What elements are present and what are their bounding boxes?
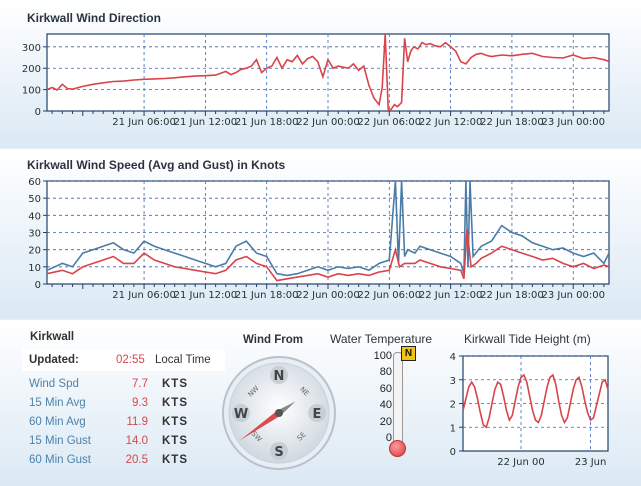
temp-badge: N [401, 346, 416, 361]
compass-e-disc [308, 404, 326, 422]
temp-tick: 40 [379, 399, 392, 411]
dir-x-tick: 21 Jun 12:00 [174, 117, 238, 128]
reading-value: 14.0 [125, 435, 148, 447]
dir-x-tick: 22 Jun 06:00 [358, 117, 422, 128]
tide-y-tick: 3 [450, 376, 456, 387]
spd-y-tick: 60 [28, 177, 41, 188]
reading-unit: KTS [162, 416, 188, 428]
tide-series-line [462, 373, 609, 429]
reading-unit: KTS [162, 435, 188, 447]
dir-x-tick: 23 Jun 00:00 [541, 117, 605, 128]
reading-label: 15 Min Gust [29, 435, 91, 447]
spd-y-tick: 30 [28, 229, 41, 240]
wind-compass: N E S W NW NE SE SW [222, 356, 336, 470]
spd-y-tick: 10 [28, 263, 41, 274]
compass-e: E [313, 407, 322, 422]
wind-direction-panel: Kirkwall Wind Direction 21 Jun 06:00 21 J… [0, 0, 641, 148]
spd-x-tick: 22 Jun 18:00 [480, 290, 544, 301]
current-conditions-panel: Kirkwall Updated: 02:55 Local Time Wind … [0, 320, 641, 486]
compass-s-disc [270, 442, 288, 460]
compass-s: S [274, 445, 283, 460]
temp-tick: 20 [379, 416, 392, 428]
wind-direction-title: Kirkwall Wind Direction [27, 11, 161, 25]
reading-value: 11.9 [126, 416, 148, 428]
dir-x-tick: 22 Jun 18:00 [480, 117, 544, 128]
updated-box: Updated: 02:55 Local Time [22, 349, 225, 371]
spd-x-tick: 23 Jun 00:00 [541, 290, 605, 301]
dir-x-tick: 21 Jun 06:00 [112, 117, 176, 128]
dir-x-tick: 22 Jun 12:00 [419, 117, 483, 128]
tide-y-tick: 2 [450, 400, 456, 411]
updated-time: 02:55 [116, 354, 145, 366]
reading-value: 20.5 [125, 454, 148, 466]
dir-y-tick: 300 [22, 43, 41, 54]
compass-hub [275, 409, 283, 417]
spd-y-tick: 0 [35, 280, 41, 291]
tide-x-tick: 23 Jun [575, 457, 607, 468]
tide-chart: 0 1 2 3 4 22 Jun 00 23 Jun [450, 352, 609, 468]
reading-unit: KTS [162, 378, 188, 390]
tide-y-tick: 1 [450, 423, 456, 434]
reading-label: 60 Min Avg [29, 416, 86, 428]
compass-se: SE [296, 431, 308, 443]
reading-value: 9.3 [132, 397, 148, 409]
station-name: Kirkwall [30, 331, 75, 343]
reading-label: 60 Min Gust [29, 454, 91, 466]
temp-tick: 0 [385, 432, 392, 444]
dir-x-tick: 22 Jun 00:00 [296, 117, 360, 128]
spd-x-tick: 22 Jun 06:00 [358, 290, 422, 301]
tide-y-tick: 4 [450, 352, 456, 363]
reading-label: Wind Spd [29, 378, 79, 390]
reading-value: 7.7 [132, 378, 148, 390]
spd-series-line-0 [46, 180, 610, 277]
time-unit: Local Time [155, 354, 211, 366]
dir-y-tick: 0 [35, 107, 41, 118]
wind-speed-panel: Kirkwall Wind Speed (Avg and Gust) in Kn… [0, 149, 641, 319]
dir-x-tick: 21 Jun 18:00 [235, 117, 299, 128]
spd-x-tick: 21 Jun 12:00 [174, 290, 238, 301]
thermometer-bulb [389, 440, 406, 457]
thermometer-tube [393, 352, 403, 446]
wind-speed-title: Kirkwall Wind Speed (Avg and Gust) in Kn… [27, 158, 286, 172]
compass-title: Wind From [243, 334, 303, 346]
spd-x-tick: 22 Jun 12:00 [419, 290, 483, 301]
reading-unit: KTS [162, 454, 188, 466]
spd-y-tick: 50 [28, 194, 41, 205]
tide-y-tick: 0 [450, 447, 456, 458]
temp-tick: 60 [379, 383, 392, 395]
spd-series-line-1 [46, 229, 610, 282]
water-temp-title: Water Temperature [330, 332, 433, 346]
spd-x-tick: 21 Jun 06:00 [112, 290, 176, 301]
dir-series-line-0 [46, 33, 610, 113]
tide-x-tick: 22 Jun 00 [497, 457, 544, 468]
tide-title: Kirkwall Tide Height (m) [464, 332, 591, 346]
reading-label: 15 Min Avg [29, 397, 86, 409]
updated-label: Updated: [29, 354, 79, 366]
compass-n: N [274, 369, 285, 384]
spd-y-tick: 40 [28, 211, 41, 222]
spd-y-tick: 20 [28, 246, 41, 257]
temp-tick: 100 [373, 350, 392, 362]
dir-y-tick: 100 [22, 86, 41, 97]
reading-unit: KTS [162, 397, 188, 409]
compass-w: W [234, 407, 248, 422]
compass-n-disc [270, 366, 288, 384]
compass-w-disc [232, 404, 250, 422]
dir-y-tick: 200 [22, 64, 41, 75]
spd-x-tick: 22 Jun 00:00 [296, 290, 360, 301]
temp-tick: 80 [379, 366, 392, 378]
spd-x-tick: 21 Jun 18:00 [235, 290, 299, 301]
